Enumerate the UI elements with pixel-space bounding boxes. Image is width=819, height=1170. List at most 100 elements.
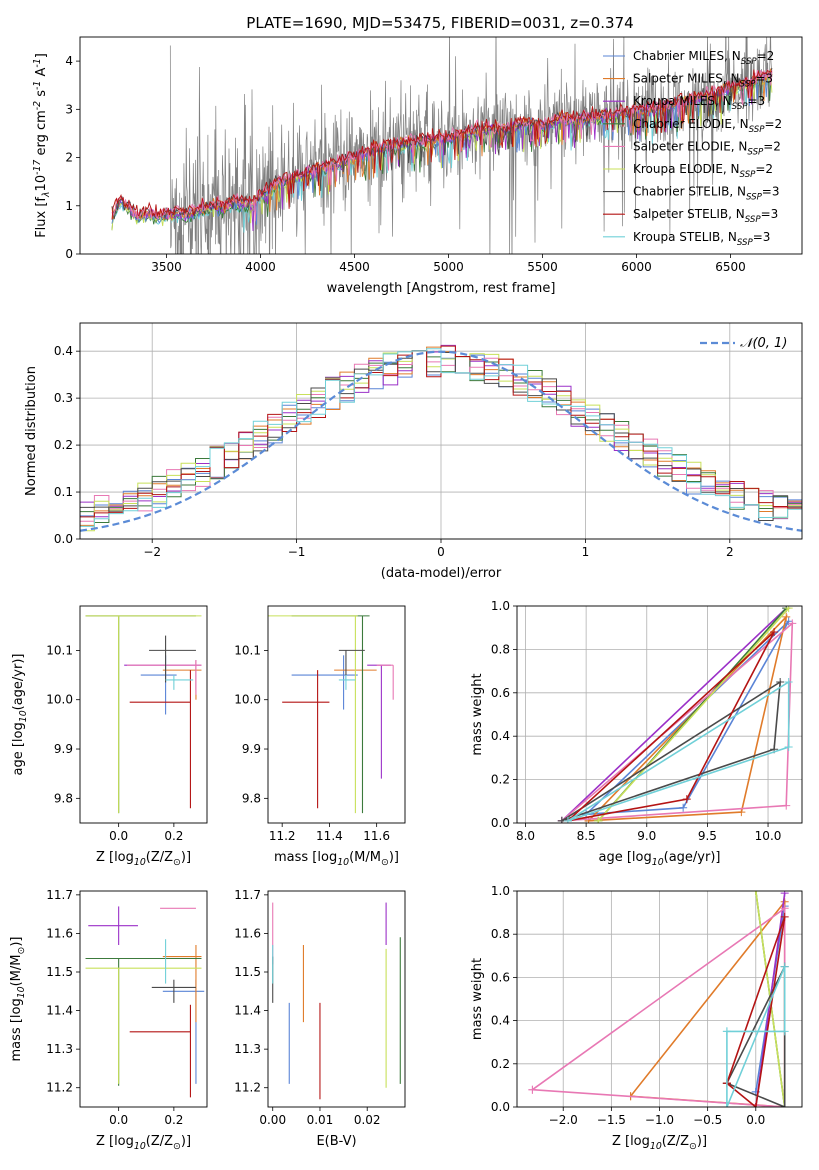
legend-label-kroupa_miles: Kroupa MILES, NSSP=3 bbox=[633, 94, 765, 112]
axes-frame bbox=[79, 890, 208, 1108]
weight-marker-chabrier_miles bbox=[679, 803, 688, 812]
y-tick-label: 0.4 bbox=[491, 729, 510, 743]
weight-marker-salpeter_elodie bbox=[782, 801, 791, 810]
y-tick-label: 11.5 bbox=[46, 965, 73, 979]
x-tick-label: 0.0 bbox=[109, 1113, 128, 1127]
y-tick-label: 0.0 bbox=[54, 532, 73, 546]
age-vs-metallicity-panel: 0.0 0.2 9.8 9.9 10.0 10.1 Z [log10(Z/Z⊙)] age [… bbox=[11, 605, 208, 868]
legend-label-chabrier_stelib: Chabrier STELIB, NSSP=3 bbox=[633, 185, 780, 203]
x-tick-label: 5000 bbox=[433, 260, 464, 274]
x-tick-label: −0.5 bbox=[693, 1113, 722, 1127]
figure-title: PLATE=1690, MJD=53475, FIBERID=0031, z=0… bbox=[246, 14, 633, 32]
y-tick-label: 11.7 bbox=[46, 888, 73, 902]
weight-marker-chabrier_stelib bbox=[776, 677, 785, 686]
x-axis-label: age [log10(age/yr)] bbox=[599, 850, 721, 868]
y-tick-label: 11.4 bbox=[234, 1004, 261, 1018]
y-axis-label: age [log10(age/yr)] bbox=[11, 654, 29, 776]
x-tick-label: 8.0 bbox=[516, 829, 535, 843]
weight-marker-salpeter_stelib bbox=[682, 795, 691, 804]
mass-weight-age-panel: 8.0 8.5 9.0 9.5 10.0 0.0 0.2 0.4 0.6 0.8 1.0 age [l… bbox=[470, 599, 803, 868]
mass-vs-ebv-panel: 0.00 0.01 0.02 11.2 11.3 11.4 11.5 11.6 11.7 E(B-… bbox=[234, 888, 406, 1149]
legend-label-gaussian: 𝒩(0, 1) bbox=[740, 336, 787, 351]
x-tick-label: 9.0 bbox=[637, 829, 656, 843]
legend-label-salpeter_miles: Salpeter MILES, NSSP=3 bbox=[633, 72, 773, 90]
plot-area bbox=[85, 906, 205, 1098]
y-tick-label: 11.3 bbox=[46, 1042, 73, 1056]
y-tick-label: 0.4 bbox=[491, 1014, 510, 1028]
weight-marker-kroupa_stelib bbox=[784, 743, 793, 752]
x-tick-label: 8.5 bbox=[577, 829, 596, 843]
x-tick-label: 0.00 bbox=[259, 1113, 286, 1127]
weight-marker-kroupa_stelib bbox=[722, 1103, 731, 1107]
x-axis-label: E(B-V) bbox=[316, 1134, 356, 1149]
x-tick-label: 6000 bbox=[621, 260, 652, 274]
weight-marker-kroupa_elodie bbox=[594, 816, 603, 823]
x-axis-label: Z [log10(Z/Z⊙)] bbox=[612, 1134, 707, 1152]
y-tick-label: 1.0 bbox=[491, 884, 510, 898]
plot-area bbox=[85, 615, 202, 814]
weight-line-chabrier_stelib bbox=[561, 680, 782, 822]
weight-marker-salpeter_miles bbox=[737, 808, 746, 817]
age-vs-mass-panel: 11.2 11.4 11.6 9.8 9.9 10.0 10.1 mass [log10(M/… bbox=[234, 605, 406, 868]
y-tick-label: 11.6 bbox=[46, 926, 73, 940]
legend-label-kroupa_elodie: Kroupa ELODIE, NSSP=2 bbox=[633, 162, 773, 180]
plot-area bbox=[268, 615, 394, 814]
plot-area bbox=[111, 37, 773, 254]
weight-marker-kroupa_stelib bbox=[780, 1027, 789, 1036]
weight-marker-salpeter_elodie bbox=[780, 904, 789, 913]
weight-line-salpeter_elodie bbox=[561, 621, 794, 822]
x-tick-label: 4500 bbox=[339, 260, 370, 274]
weight-line-kroupa_miles bbox=[561, 607, 787, 822]
plot-area bbox=[272, 902, 401, 1100]
legend-label-salpeter_stelib: Salpeter STELIB, NSSP=3 bbox=[633, 207, 778, 225]
y-axis-label: Normed distribution bbox=[24, 366, 39, 496]
y-tick-label: 0.2 bbox=[491, 773, 510, 787]
x-tick-label: 10.0 bbox=[755, 829, 782, 843]
y-tick-label: 0.4 bbox=[54, 344, 73, 358]
y-axis-label: mass [log10(M/M⊙)] bbox=[9, 937, 27, 1062]
weight-marker-salpeter_miles bbox=[584, 816, 593, 823]
weight-marker-kroupa_stelib bbox=[563, 816, 572, 823]
y-tick-label: 1 bbox=[65, 199, 73, 213]
x-axis-label: (data-model)/error bbox=[381, 566, 502, 581]
y-tick-label: 0.0 bbox=[491, 816, 510, 830]
x-tick-label: 1 bbox=[582, 545, 590, 559]
axes-frame bbox=[267, 890, 406, 1108]
y-axis-label: mass weight bbox=[470, 673, 485, 755]
legend-label-chabrier_elodie: Chabrier ELODIE, NSSP=2 bbox=[633, 117, 782, 135]
x-tick-label: 6500 bbox=[715, 260, 746, 274]
y-tick-label: 11.7 bbox=[234, 888, 261, 902]
axes-frame bbox=[516, 890, 803, 1108]
x-tick-label: −1 bbox=[288, 545, 306, 559]
x-tick-label: 11.4 bbox=[316, 829, 343, 843]
y-tick-label: 11.4 bbox=[46, 1004, 73, 1018]
x-tick-label: −2.0 bbox=[549, 1113, 578, 1127]
x-tick-label: 0.02 bbox=[354, 1113, 381, 1127]
weight-marker-salpeter_stelib bbox=[770, 628, 779, 637]
x-axis-label: Z [log10(Z/Z⊙)] bbox=[96, 850, 191, 868]
y-tick-label: 10.1 bbox=[46, 643, 73, 657]
y-tick-label: 9.9 bbox=[242, 742, 261, 756]
weight-marker-kroupa_miles bbox=[780, 891, 789, 898]
y-tick-label: 0.2 bbox=[491, 1057, 510, 1071]
y-tick-label: 9.8 bbox=[54, 791, 73, 805]
axes-frame bbox=[79, 36, 803, 255]
y-tick-label: 11.5 bbox=[234, 965, 261, 979]
weight-marker-salpeter_stelib bbox=[780, 912, 789, 921]
x-tick-label: 3500 bbox=[151, 260, 182, 274]
x-tick-label: −2 bbox=[143, 545, 161, 559]
weight-marker-salpeter_stelib bbox=[751, 1103, 760, 1107]
y-tick-label: 0 bbox=[65, 247, 73, 261]
y-tick-label: 0.6 bbox=[491, 970, 510, 984]
mass-vs-metallicity-panel: 0.0 0.2 11.2 11.3 11.4 11.5 11.6 11.7 Z [log10(Z… bbox=[9, 888, 208, 1152]
weight-marker-salpeter_miles bbox=[782, 612, 791, 621]
x-tick-label: 0.0 bbox=[109, 829, 128, 843]
y-tick-label: 0.1 bbox=[54, 485, 73, 499]
x-tick-label: 0.2 bbox=[164, 1113, 183, 1127]
x-axis-label: Z [log10(Z/Z⊙)] bbox=[96, 1134, 191, 1152]
model-salpeter_stelib bbox=[111, 69, 773, 220]
y-tick-label: 10.0 bbox=[46, 693, 73, 707]
weight-marker-salpeter_elodie bbox=[788, 619, 797, 628]
legend-label-chabrier_miles: Chabrier MILES, NSSP=2 bbox=[633, 49, 774, 67]
